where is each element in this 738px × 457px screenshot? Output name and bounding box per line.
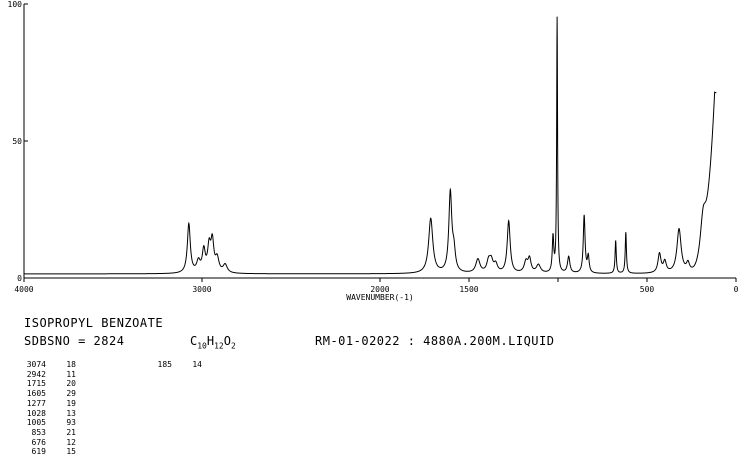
y-axis-ticks: 0 50 100 [8, 0, 28, 283]
peak-row: 1605 29 [10, 389, 76, 399]
x-tick-label-4000: 4000 [14, 285, 33, 294]
peak-intensity: 14 [192, 360, 202, 369]
peak-row: 185 14 [136, 360, 202, 370]
measurement-info: RM-01-02022 : 4880A.200M.LIQUID [315, 334, 555, 348]
peak-row: 1005 93 [10, 418, 76, 428]
formula-o: O [223, 334, 231, 348]
peak-wavenumber: 853 [31, 427, 46, 437]
peak-intensity: 93 [66, 418, 76, 428]
formula-o-count: 2 [230, 341, 236, 351]
sdbs-number: SDBSNO = 2824 [24, 334, 125, 348]
molecular-formula: C10H12O2 [190, 334, 236, 350]
peak-row: 3074 18 [10, 360, 76, 370]
peak-intensity: 29 [66, 389, 76, 399]
peak-wavenumber: 3074 [26, 360, 46, 369]
peak-table-column-1: 3074 18 2942 11 1715 20 1605 29 1277 19 1028 13 1005… [10, 360, 76, 457]
plot-frame [23, 4, 736, 279]
x-axis-label: WAVENUMBER(-1) [346, 293, 413, 302]
peak-wavenumber: 1028 [26, 408, 46, 418]
peak-row: 2942 11 [10, 370, 76, 380]
spectrum-chart: 0 50 100 4000 3000 2000 1500 500 0 WAVENUMBER(-… [8, 0, 738, 302]
x-axis-ticks: 4000 3000 2000 1500 500 0 [14, 278, 738, 294]
peak-intensity: 12 [66, 437, 76, 447]
x-tick-label-0: 0 [734, 285, 738, 294]
peak-wavenumber: 1605 [26, 389, 46, 399]
formula-h: H [206, 334, 215, 348]
x-tick-label-500: 500 [640, 285, 655, 294]
peak-row: 1277 19 [10, 399, 76, 409]
compound-name: ISOPROPYL BENZOATE [24, 316, 164, 330]
peak-intensity: 19 [66, 398, 76, 408]
peak-wavenumber: 2942 [26, 369, 46, 379]
peak-wavenumber: 185 [157, 360, 172, 369]
peak-intensity: 21 [66, 427, 76, 437]
peak-wavenumber: 676 [31, 437, 46, 447]
formula-c: C [190, 334, 198, 348]
peak-row: 1715 20 [10, 379, 76, 389]
peak-table-column-2: 185 14 [136, 360, 202, 370]
x-tick-label-1500: 1500 [459, 285, 478, 294]
y-tick-label-100: 100 [8, 0, 23, 9]
peak-wavenumber: 619 [31, 447, 46, 457]
peak-row: 676 12 [10, 438, 76, 448]
peak-intensity: 11 [66, 369, 76, 379]
y-tick-label-0: 0 [17, 274, 22, 283]
x-tick-label-3000: 3000 [192, 285, 211, 294]
peak-row: 1028 13 [10, 409, 76, 419]
peak-wavenumber: 1715 [26, 379, 46, 389]
peak-wavenumber: 1277 [26, 398, 46, 408]
y-tick-label-50: 50 [12, 137, 22, 146]
peak-row: 853 21 [10, 428, 76, 438]
spectrum-line [24, 16, 717, 275]
peak-intensity: 15 [66, 447, 76, 457]
formula-h-count: 12 [214, 341, 224, 351]
formula-c-count: 10 [197, 341, 207, 351]
peak-row: 619 15 [10, 447, 76, 457]
peak-intensity: 18 [66, 360, 76, 369]
peak-wavenumber: 1005 [26, 418, 46, 428]
x-tick-label-2000: 2000 [370, 285, 389, 294]
peak-intensity: 13 [66, 408, 76, 418]
peak-intensity: 20 [66, 379, 76, 389]
